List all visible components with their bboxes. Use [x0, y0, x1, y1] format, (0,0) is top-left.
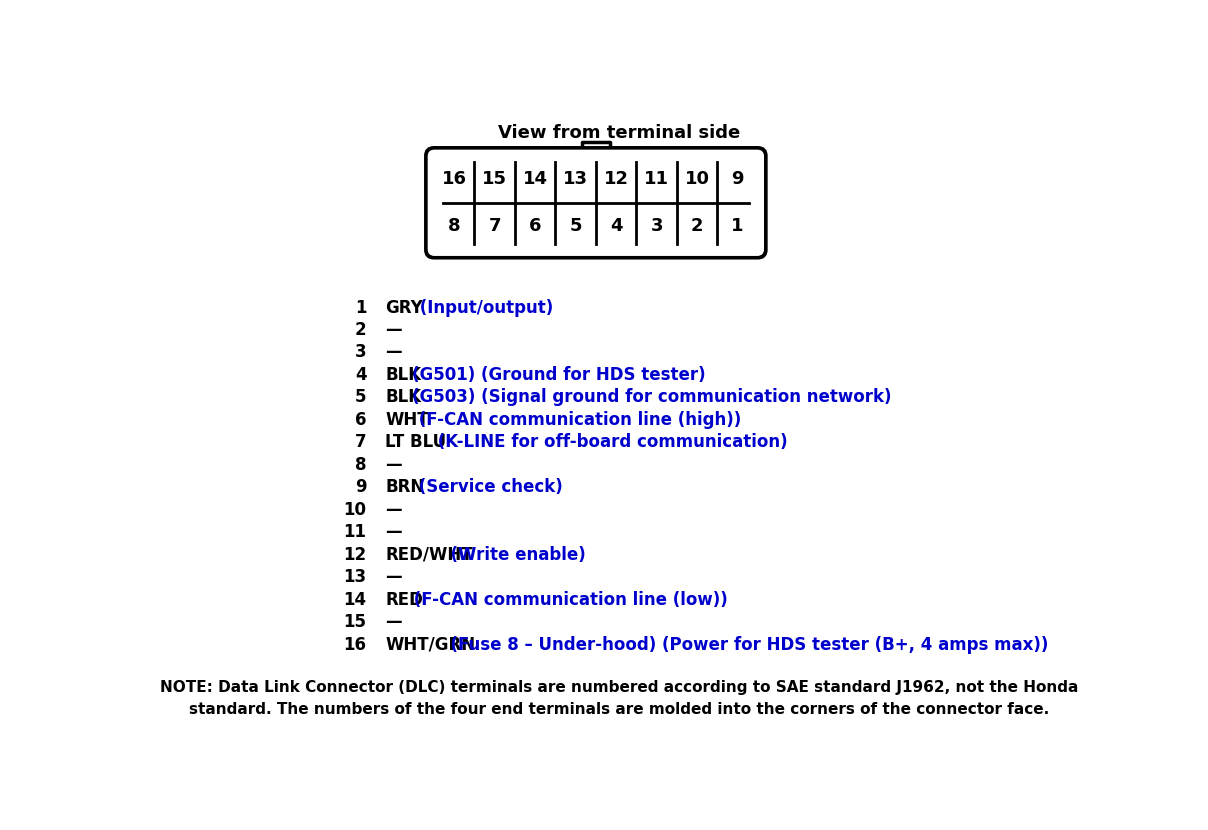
- Text: (G501) (Ground for HDS tester): (G501) (Ground for HDS tester): [412, 366, 705, 384]
- Text: BLK: BLK: [385, 388, 422, 407]
- Text: 10: 10: [685, 170, 709, 188]
- Text: 5: 5: [355, 388, 366, 407]
- Text: 4: 4: [355, 366, 366, 384]
- Text: —: —: [385, 569, 402, 586]
- Text: (Fuse 8 – Under-hood) (Power for HDS tester (B+, 4 amps max)): (Fuse 8 – Under-hood) (Power for HDS tes…: [440, 636, 1049, 654]
- Text: 3: 3: [355, 344, 366, 362]
- Text: (G503) (Signal ground for communication network): (G503) (Signal ground for communication …: [412, 388, 892, 407]
- Text: 4: 4: [610, 217, 622, 235]
- Text: BRN: BRN: [385, 478, 424, 496]
- Text: 7: 7: [488, 217, 501, 235]
- Text: NOTE: Data Link Connector (DLC) terminals are numbered according to SAE standard: NOTE: Data Link Connector (DLC) terminal…: [159, 680, 1079, 717]
- Text: —: —: [385, 500, 402, 519]
- Text: —: —: [385, 456, 402, 474]
- Text: —: —: [385, 524, 402, 541]
- Text: 8: 8: [448, 217, 460, 235]
- Text: 15: 15: [482, 170, 507, 188]
- Text: 16: 16: [343, 636, 366, 654]
- Text: (Write enable): (Write enable): [440, 546, 586, 564]
- Text: 8: 8: [355, 456, 366, 474]
- Text: 12: 12: [343, 546, 366, 564]
- Text: 13: 13: [343, 569, 366, 586]
- Text: (K-LINE for off-board communication): (K-LINE for off-board communication): [431, 433, 788, 452]
- FancyBboxPatch shape: [428, 149, 763, 256]
- Text: (Service check): (Service check): [413, 478, 563, 496]
- FancyBboxPatch shape: [426, 148, 766, 257]
- Text: (Input/output): (Input/output): [414, 299, 553, 316]
- Text: 2: 2: [355, 321, 366, 339]
- Text: 12: 12: [604, 170, 628, 188]
- Text: 10: 10: [343, 500, 366, 519]
- Text: View from terminal side: View from terminal side: [498, 124, 741, 142]
- Text: (F-CAN communication line (low)): (F-CAN communication line (low)): [408, 591, 728, 608]
- Text: GRY: GRY: [385, 299, 423, 316]
- Text: WHT: WHT: [385, 411, 429, 429]
- Text: (F-CAN communication line (high)): (F-CAN communication line (high)): [413, 411, 742, 429]
- Text: 9: 9: [731, 170, 744, 188]
- Text: 1: 1: [355, 299, 366, 316]
- Text: 1: 1: [731, 217, 744, 235]
- Text: 5: 5: [569, 217, 582, 235]
- Text: 2: 2: [691, 217, 703, 235]
- Text: 14: 14: [523, 170, 547, 188]
- Text: 16: 16: [442, 170, 466, 188]
- Text: 3: 3: [650, 217, 663, 235]
- Text: RED/WHT: RED/WHT: [385, 546, 472, 564]
- Text: 6: 6: [529, 217, 541, 235]
- Text: —: —: [385, 344, 402, 362]
- Text: 15: 15: [343, 613, 366, 632]
- Text: 13: 13: [563, 170, 588, 188]
- Text: 6: 6: [355, 411, 366, 429]
- Text: BLK: BLK: [385, 366, 422, 384]
- Text: —: —: [385, 321, 402, 339]
- Text: 7: 7: [355, 433, 366, 452]
- Text: 14: 14: [343, 591, 366, 608]
- Text: 11: 11: [343, 524, 366, 541]
- Text: LT BLU: LT BLU: [385, 433, 446, 452]
- Text: —: —: [385, 613, 402, 632]
- Text: 11: 11: [644, 170, 669, 188]
- Text: WHT/GRN: WHT/GRN: [385, 636, 475, 654]
- Text: 9: 9: [355, 478, 366, 496]
- Text: RED: RED: [385, 591, 423, 608]
